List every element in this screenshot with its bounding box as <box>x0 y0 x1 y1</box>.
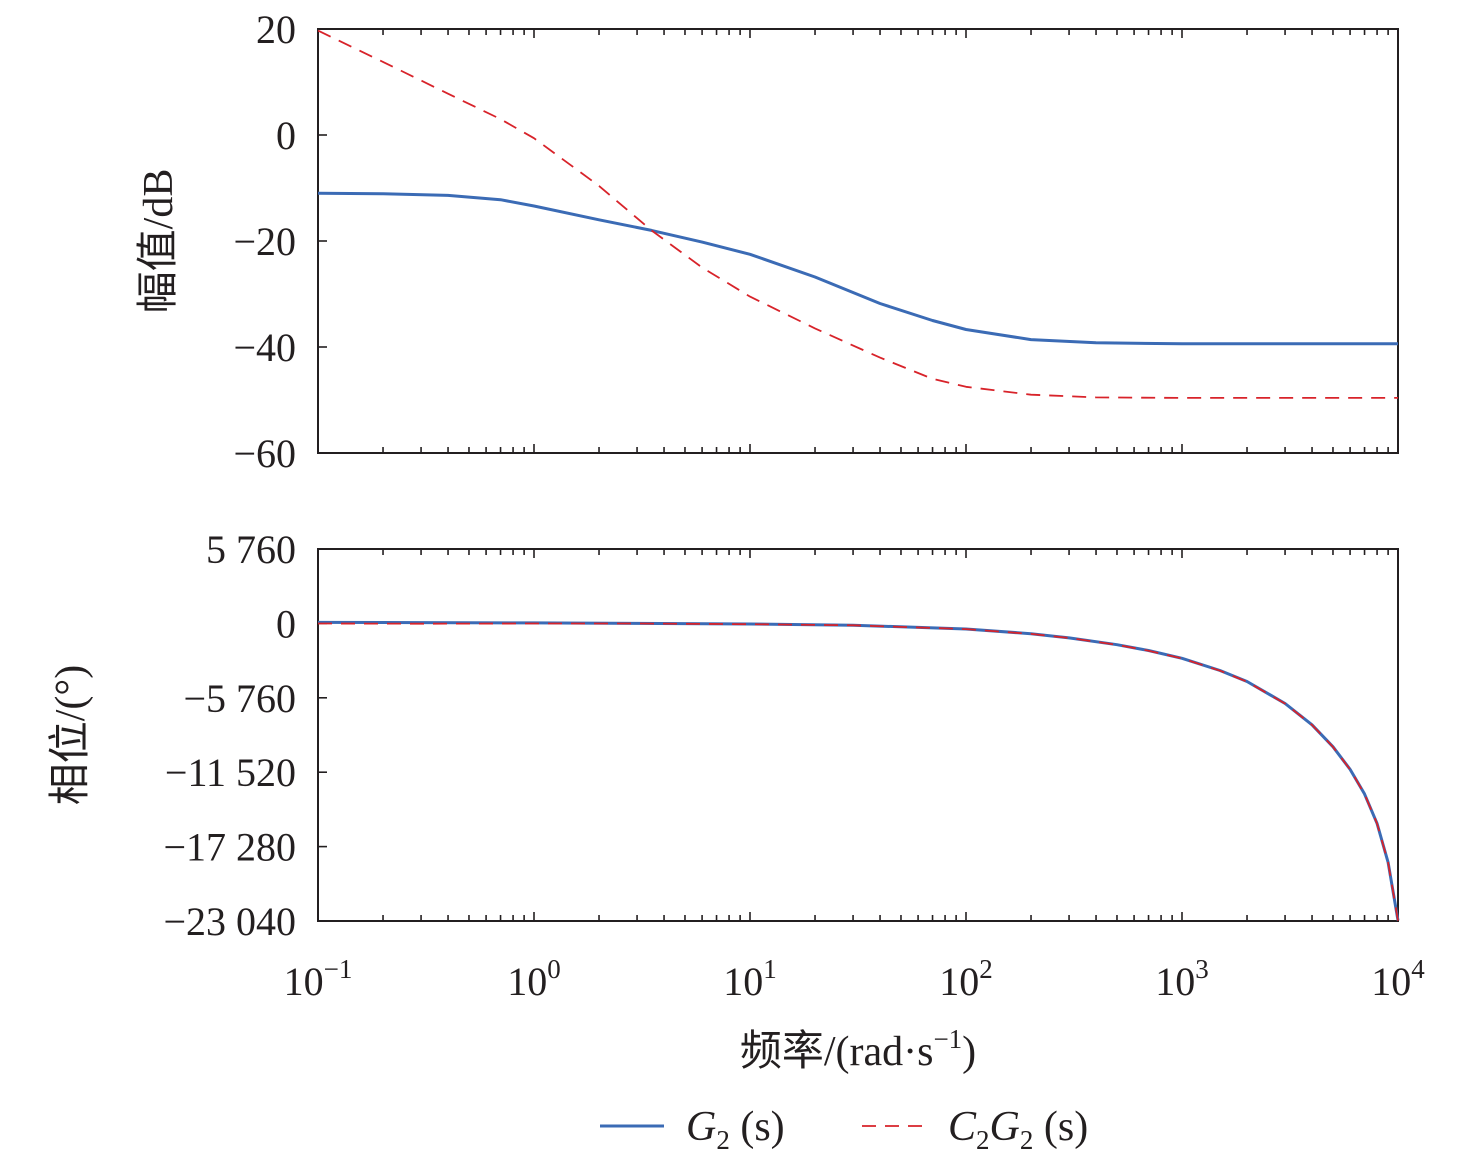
x-tick-base: 10 <box>284 959 324 1004</box>
x-tick-exponent: 0 <box>547 954 561 984</box>
x-tick-label: 102 <box>939 954 993 1004</box>
x-tick-label: 101 <box>723 954 777 1004</box>
x-axis-label-sup: −1 <box>933 1024 962 1054</box>
x-axis-label-end: ) <box>962 1029 976 1075</box>
magnitude-frame <box>317 28 1399 454</box>
x-tick-exponent: 1 <box>763 954 777 984</box>
legend: G2 (s) C2G2 (s) <box>600 1104 1088 1155</box>
legend-g2-sub: 2 <box>716 1125 730 1155</box>
phase-frame <box>317 548 1399 922</box>
phase-y-tick-label: −5 760 <box>183 676 296 721</box>
x-tick-base: 10 <box>1371 959 1411 1004</box>
phase-y-axis-label: 相位/(°) <box>47 665 94 805</box>
magnitude-y-tick-label: 0 <box>276 113 296 158</box>
magnitude-series-g2 <box>317 191 1398 346</box>
x-tick-base: 10 <box>939 959 979 1004</box>
magnitude-series-c2g2 <box>317 29 1398 399</box>
legend-c2g2-sub: 2 <box>976 1125 990 1155</box>
phase-series-c2g2 <box>317 622 1399 921</box>
x-tick-base: 10 <box>1155 959 1195 1004</box>
phase-y-tick-label: 0 <box>276 601 296 646</box>
x-tick-exponent: −1 <box>324 954 353 984</box>
magnitude-y-tick-label: −40 <box>233 325 296 370</box>
phase-y-tick-label: −11 520 <box>165 750 296 795</box>
x-tick-label: 104 <box>1371 954 1425 1004</box>
phase-y-tick-label: −23 040 <box>163 899 296 944</box>
magnitude-y-tick-label: 20 <box>256 7 296 52</box>
magnitude-y-tick-label: −60 <box>233 431 296 476</box>
legend-c2g2-sub2: 2 <box>1020 1125 1034 1155</box>
x-tick-base: 10 <box>507 959 547 1004</box>
x-tick-exponent: 4 <box>1411 954 1425 984</box>
x-tick-exponent: 2 <box>979 954 993 984</box>
phase-y-tick-label: 5 760 <box>206 527 296 572</box>
legend-c2g2-arg: (s) <box>1033 1104 1088 1150</box>
x-tick-label: 10−1 <box>284 954 353 1004</box>
legend-c2g2-main: C <box>948 1104 977 1150</box>
legend-c2g2-main2: G <box>990 1104 1020 1150</box>
legend-label-g2: G2 (s) <box>686 1104 785 1155</box>
phase-panel: 5 760 0 −5 760 −11 520 −17 280 −23 040 相位/(°) <box>47 527 1400 944</box>
x-tick-exponent: 3 <box>1195 954 1209 984</box>
legend-g2-main: G <box>686 1104 716 1150</box>
x-axis-label-main: 频率/(rad·s <box>740 1028 934 1075</box>
magnitude-y-axis-label: 幅值/dB <box>136 169 182 314</box>
x-tick-base: 10 <box>723 959 763 1004</box>
x-tick-label: 103 <box>1155 954 1209 1004</box>
magnitude-y-tick-label: −20 <box>233 219 296 264</box>
legend-label-c2g2: C2G2 (s) <box>948 1104 1088 1155</box>
phase-y-tick-label: −17 280 <box>163 825 296 870</box>
phase-series-g2 <box>317 620 1400 921</box>
x-axis-label: 频率/(rad·s−1) <box>740 1024 976 1075</box>
legend-g2-arg: (s) <box>730 1104 785 1150</box>
x-tick-label: 100 <box>507 954 561 1004</box>
magnitude-panel: 20 0 −20 −40 −60 幅值/dB <box>136 7 1399 476</box>
